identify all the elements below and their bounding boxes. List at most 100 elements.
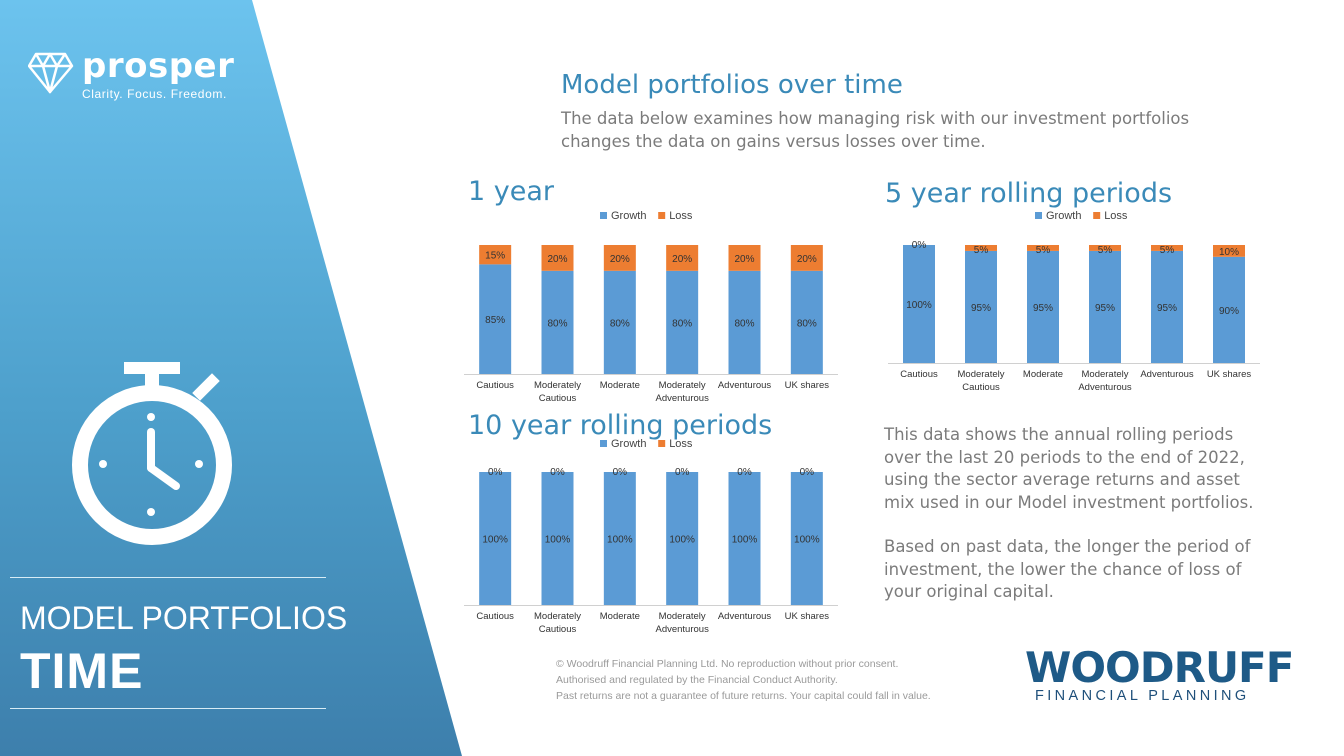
loss-bar bbox=[790, 245, 823, 271]
growth-bar bbox=[728, 270, 761, 374]
legend-swatch bbox=[1035, 212, 1042, 219]
category-label: Moderately bbox=[958, 369, 1005, 380]
category-label: Adventurous bbox=[718, 380, 772, 391]
data-label: 20% bbox=[610, 254, 630, 265]
category-label: Adventurous bbox=[655, 624, 709, 635]
data-label: 80% bbox=[797, 318, 817, 329]
growth-bar bbox=[479, 264, 512, 374]
side-panel-background bbox=[0, 0, 462, 756]
notes-line: over the last 20 periods to the end of 2… bbox=[884, 447, 1245, 467]
data-label: 20% bbox=[672, 254, 692, 265]
chart-title-10-year: 10 year rolling periods bbox=[468, 410, 773, 441]
data-label: 95% bbox=[971, 303, 991, 314]
data-label: 100% bbox=[669, 535, 695, 546]
growth-bar bbox=[1089, 250, 1121, 363]
growth-bar bbox=[1151, 250, 1183, 363]
data-label: 20% bbox=[547, 254, 567, 265]
legend-swatch bbox=[658, 440, 666, 447]
growth-bar bbox=[790, 270, 823, 374]
data-label: 10% bbox=[1219, 247, 1239, 258]
chart-5-year: Growth Loss 100% 0% Cautious 95% 5% Moderately C… bbox=[888, 210, 1260, 393]
diamond-icon bbox=[28, 52, 74, 94]
category-label: Adventurous bbox=[655, 393, 709, 404]
data-label: 0% bbox=[675, 467, 690, 478]
growth-bar bbox=[790, 472, 823, 605]
section-subtitle: TIME bbox=[20, 643, 144, 699]
growth-bar bbox=[903, 245, 935, 363]
notes-line: mix used in our Model investment portfol… bbox=[884, 492, 1254, 512]
notes-paragraph-2: Based on past data, the longer the perio… bbox=[884, 536, 1250, 604]
disclaimer: © Woodruff Financial Planning Ltd. No re… bbox=[556, 656, 931, 704]
category-label: UK shares bbox=[1207, 369, 1252, 380]
loss-bar bbox=[541, 245, 574, 271]
brand-tagline: Clarity. Focus. Freedom. bbox=[82, 87, 227, 101]
divider bbox=[10, 577, 326, 578]
data-label: 90% bbox=[1219, 306, 1239, 317]
growth-bar bbox=[728, 472, 761, 605]
data-label: 100% bbox=[732, 535, 758, 546]
data-label: 80% bbox=[547, 318, 567, 329]
chart-10-year: Growth Loss 100% 0% Cautious 100% 0% Moderately… bbox=[464, 438, 838, 635]
growth-bar bbox=[541, 270, 574, 374]
category-label: Adventurous bbox=[1140, 369, 1194, 380]
woodruff-logo: WOODRUFF bbox=[1025, 643, 1294, 692]
legend-swatch bbox=[1093, 212, 1101, 219]
data-label: 5% bbox=[974, 245, 989, 256]
category-label: Moderately bbox=[1082, 369, 1129, 380]
data-label: 85% bbox=[485, 315, 505, 326]
loss-bar bbox=[1027, 245, 1059, 251]
category-label: Adventurous bbox=[1078, 382, 1132, 393]
data-label: 95% bbox=[1157, 303, 1177, 314]
disclaimer-line: Past returns are not a guarantee of futu… bbox=[556, 690, 931, 702]
growth-bar bbox=[479, 472, 512, 605]
category-label: Cautious bbox=[539, 393, 577, 404]
category-label: Cautious bbox=[962, 382, 1000, 393]
legend-swatch bbox=[658, 212, 666, 219]
intro-line: changes the data on gains versus losses … bbox=[561, 131, 986, 151]
data-label: 100% bbox=[906, 300, 932, 311]
category-label: Moderately bbox=[659, 380, 706, 391]
chart-1-year: Growth Loss 85% 15% Cautious 80% 20% Moderately… bbox=[464, 210, 838, 404]
woodruff-logo-subtitle: FINANCIAL PLANNING bbox=[1035, 688, 1250, 704]
data-label: 0% bbox=[912, 240, 927, 251]
data-label: 20% bbox=[734, 254, 754, 265]
growth-bar bbox=[965, 250, 997, 363]
data-label: 100% bbox=[607, 535, 633, 546]
disclaimer-line: Authorised and regulated by the Financia… bbox=[556, 674, 838, 686]
growth-bar bbox=[603, 270, 636, 374]
data-label: 5% bbox=[1160, 245, 1175, 256]
category-label: UK shares bbox=[785, 611, 830, 622]
data-label: 100% bbox=[482, 535, 508, 546]
intro-line: The data below examines how managing ris… bbox=[561, 109, 1190, 128]
growth-bar bbox=[666, 270, 699, 374]
legend-swatch bbox=[600, 212, 607, 219]
notes-line: investment, the lower the chance of loss… bbox=[884, 559, 1242, 579]
category-label: Moderately bbox=[534, 611, 581, 622]
data-label: 20% bbox=[797, 254, 817, 265]
growth-bar bbox=[666, 472, 699, 605]
data-label: 0% bbox=[550, 467, 565, 478]
data-label: 95% bbox=[1095, 303, 1115, 314]
brand-name: prosper bbox=[82, 46, 235, 86]
data-label: 15% bbox=[485, 251, 505, 262]
notes-line: This data shows the annual rolling perio… bbox=[884, 425, 1234, 444]
legend-label: Loss bbox=[1104, 210, 1128, 222]
notes-line: your original capital. bbox=[884, 582, 1054, 601]
loss-bar bbox=[1213, 245, 1245, 257]
category-label: Cautious bbox=[539, 624, 577, 635]
growth-bar bbox=[1027, 250, 1059, 363]
data-label: 0% bbox=[613, 467, 628, 478]
category-label: Adventurous bbox=[718, 611, 772, 622]
loss-bar bbox=[1089, 245, 1121, 251]
category-label: Moderate bbox=[1023, 369, 1063, 380]
legend-label: Growth bbox=[611, 210, 646, 222]
data-label: 80% bbox=[734, 318, 754, 329]
category-label: Cautious bbox=[476, 380, 514, 391]
legend-label: Loss bbox=[669, 438, 693, 450]
data-label: 5% bbox=[1098, 245, 1113, 256]
legend-label: Growth bbox=[611, 438, 646, 450]
category-label: Moderate bbox=[600, 380, 640, 391]
data-label: 100% bbox=[794, 535, 820, 546]
divider bbox=[10, 708, 326, 709]
chart-title-5-year: 5 year rolling periods bbox=[885, 178, 1173, 209]
